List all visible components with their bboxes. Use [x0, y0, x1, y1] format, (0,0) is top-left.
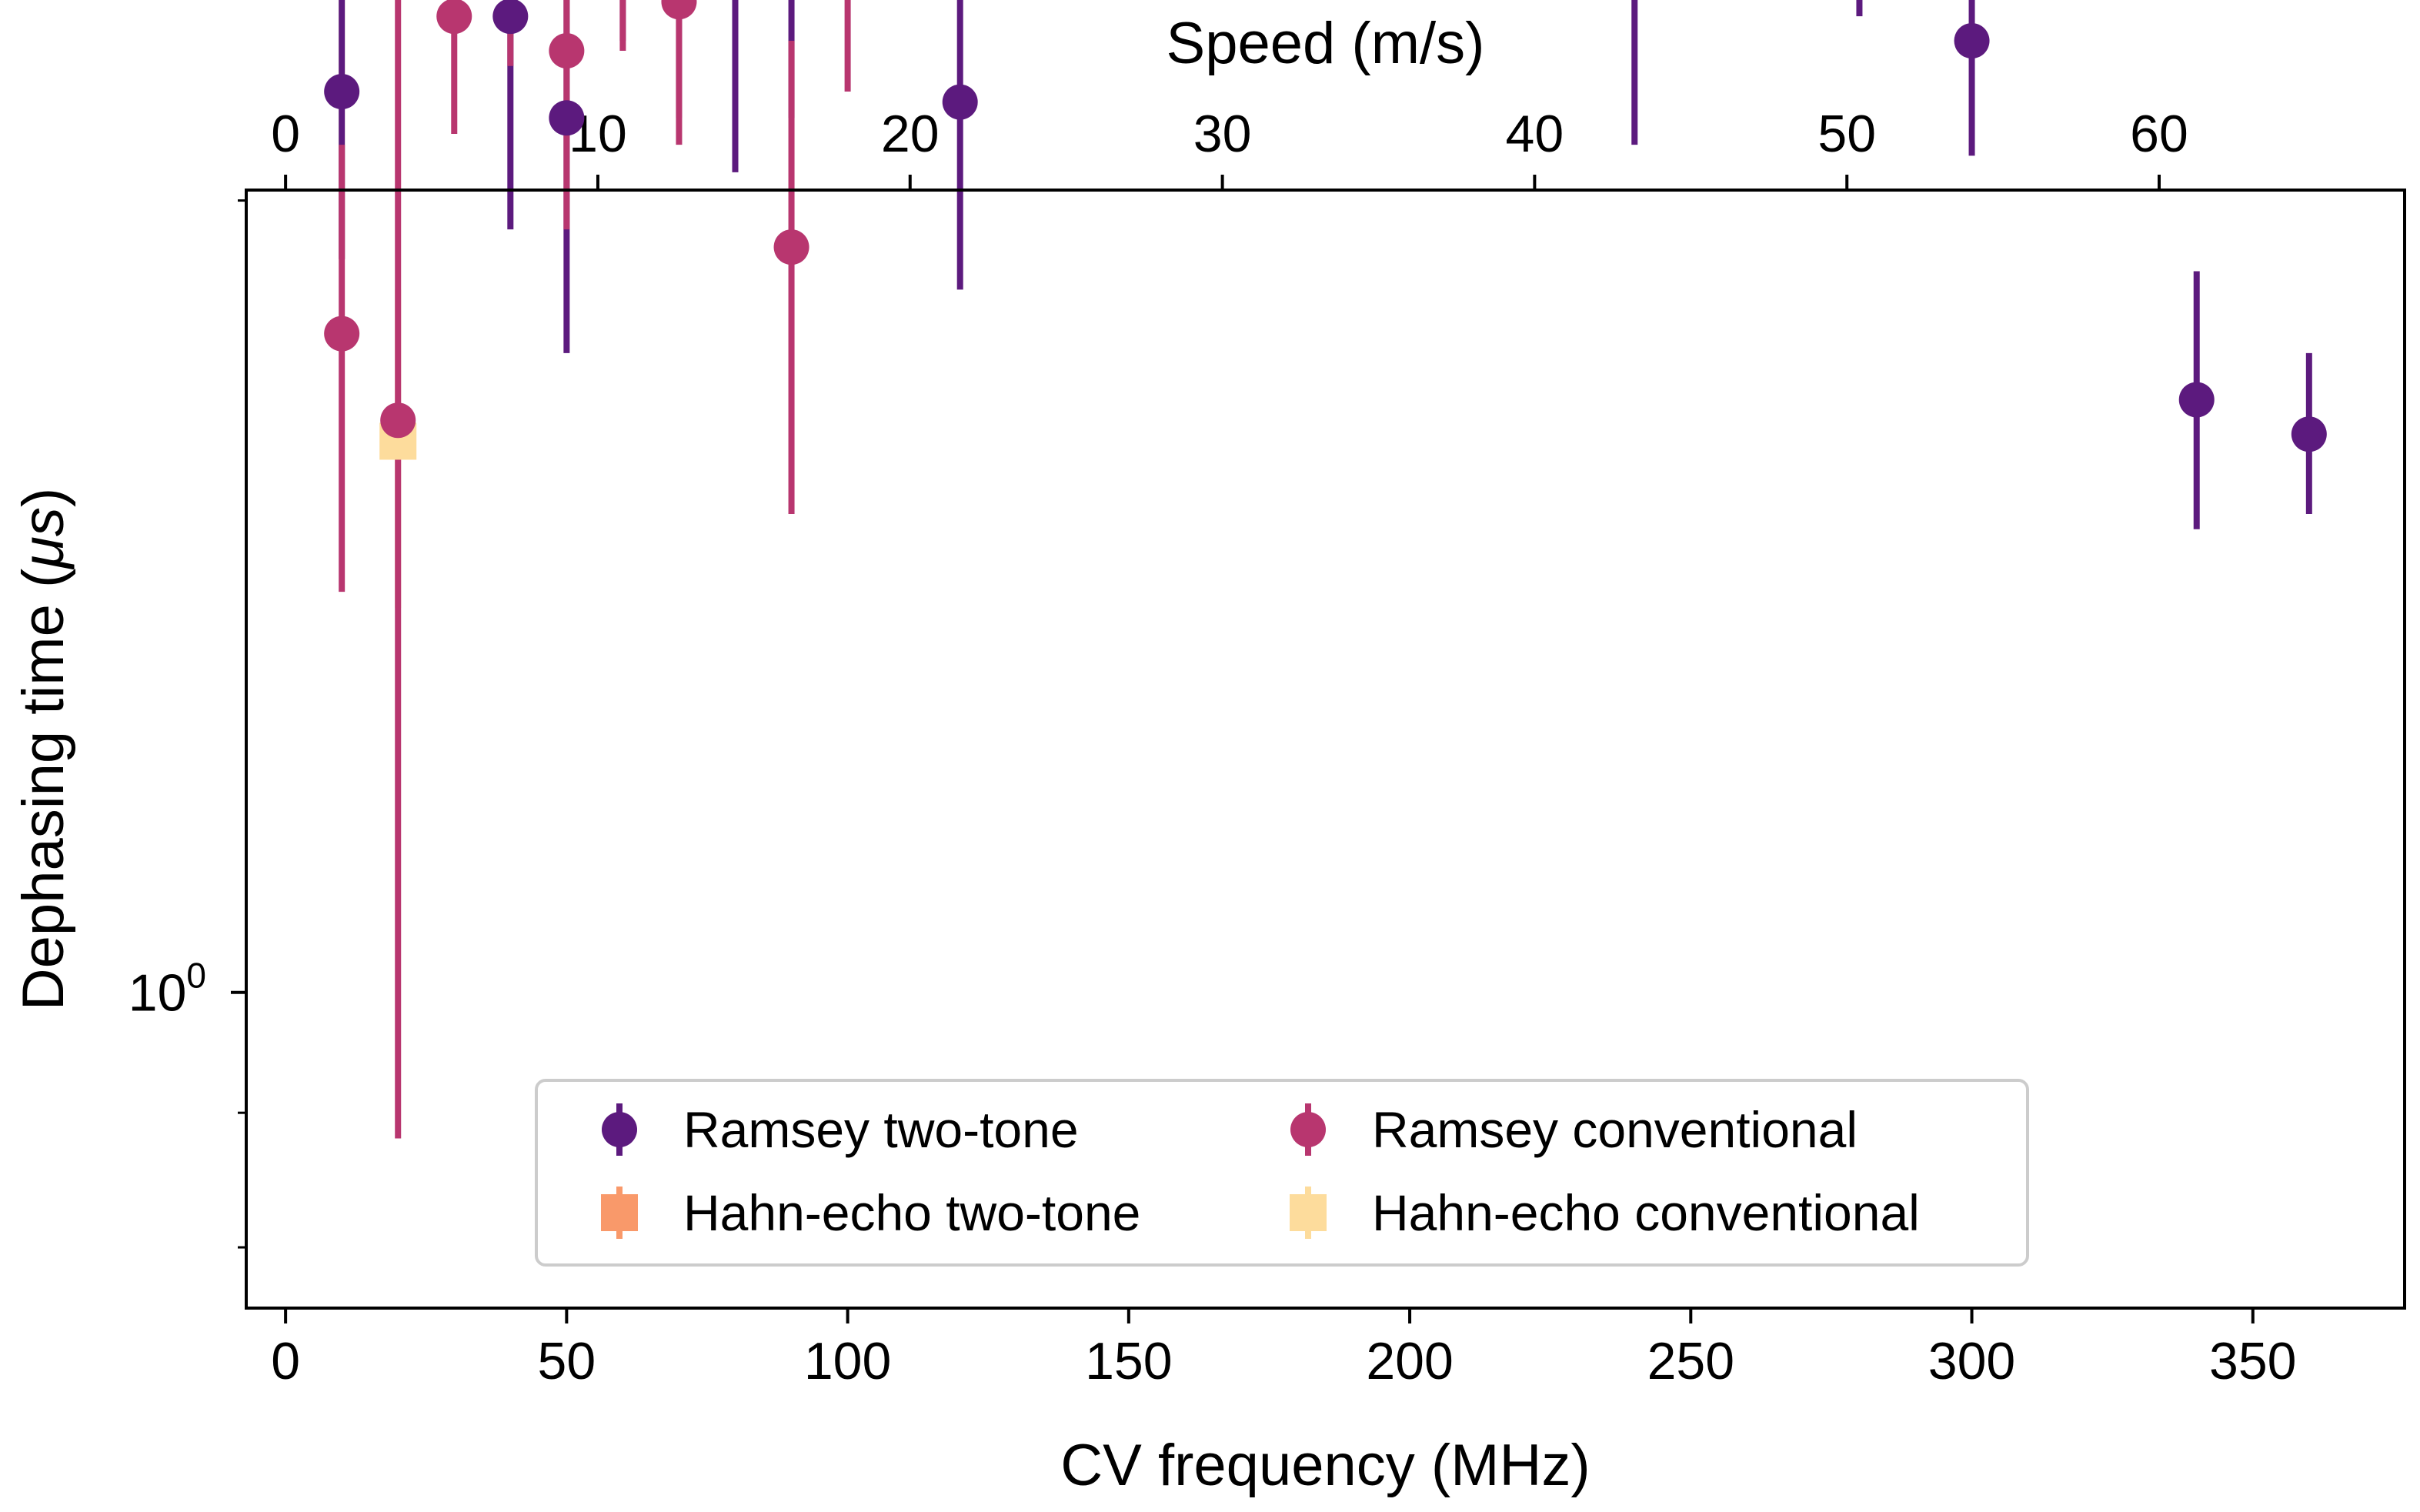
legend-ramsey-two-tone-label: Ramsey two-tone	[683, 1101, 1079, 1158]
legend-hahn-echo-two-tone-label: Hahn-echo two-tone	[683, 1184, 1140, 1241]
ramsey-conventional-point	[661, 0, 697, 20]
top-axis-label: Speed (m/s)	[1167, 11, 1485, 76]
y-axis-label-prefix: Dephasing time (	[11, 569, 76, 1011]
x-tick-label: 100	[804, 1332, 891, 1390]
ramsey-two-tone-point	[2291, 416, 2327, 452]
legend-ramsey-two-tone-marker	[602, 1112, 637, 1147]
y-axis-label-unit: μs	[11, 507, 76, 570]
ramsey-conventional-point	[436, 0, 472, 35]
ramsey-two-tone-point	[324, 74, 360, 110]
axes-layer: 0501001502002503003500102030405060100101	[129, 105, 2297, 1390]
top-tick-label: 40	[1506, 105, 1564, 163]
top-tick-label: 50	[1818, 105, 1876, 163]
y-tick-exponent: 0	[186, 956, 206, 996]
legend-box	[535, 1079, 2029, 1267]
y-axis-label-suffix: )	[11, 488, 76, 507]
ramsey-two-tone-point	[549, 100, 585, 136]
top-tick-label: 20	[881, 105, 940, 163]
marker-layer	[324, 0, 2327, 460]
legend-hahn-echo-two-tone-marker	[601, 1194, 638, 1231]
top-tick-label: 60	[2130, 105, 2188, 163]
x-tick-label: 150	[1085, 1332, 1172, 1390]
legend-hahn-echo-conventional-marker	[1290, 1194, 1327, 1231]
ramsey-two-tone-point	[1954, 23, 1990, 59]
y-axis-label: Dephasing time (μs)	[11, 488, 76, 1010]
x-tick-label: 250	[1647, 1332, 1734, 1390]
ramsey-two-tone-point	[492, 0, 529, 35]
top-tick-label: 30	[1193, 105, 1252, 163]
ramsey-two-tone-point	[942, 84, 978, 120]
x-axis-label: CV frequency (MHz)	[1060, 1433, 1590, 1498]
plot-frame	[245, 189, 2406, 1310]
x-tick-label: 50	[538, 1332, 596, 1390]
x-tick-label: 300	[1928, 1332, 2015, 1390]
x-tick-label: 350	[2209, 1332, 2296, 1390]
ramsey-conventional-point	[549, 33, 585, 69]
ramsey-conventional-point	[773, 229, 809, 265]
legend: Ramsey two-tone Ramsey conventional Hahn-e…	[535, 1079, 2029, 1267]
x-tick-label: 200	[1366, 1332, 1453, 1390]
errorbar-layer	[339, 0, 2312, 1139]
top-tick-label: 0	[271, 105, 300, 163]
ramsey-two-tone-point	[2178, 382, 2215, 418]
legend-hahn-echo-conventional-label: Hahn-echo conventional	[1372, 1184, 1920, 1241]
y-tick-base: 10	[129, 964, 187, 1023]
ramsey-conventional-point	[324, 315, 360, 352]
x-tick-label: 0	[271, 1332, 300, 1390]
ramsey-conventional-point	[380, 402, 416, 439]
y-tick-label: 100	[129, 956, 206, 1023]
legend-ramsey-conventional-label: Ramsey conventional	[1372, 1101, 1858, 1158]
legend-ramsey-conventional-marker	[1290, 1112, 1326, 1147]
